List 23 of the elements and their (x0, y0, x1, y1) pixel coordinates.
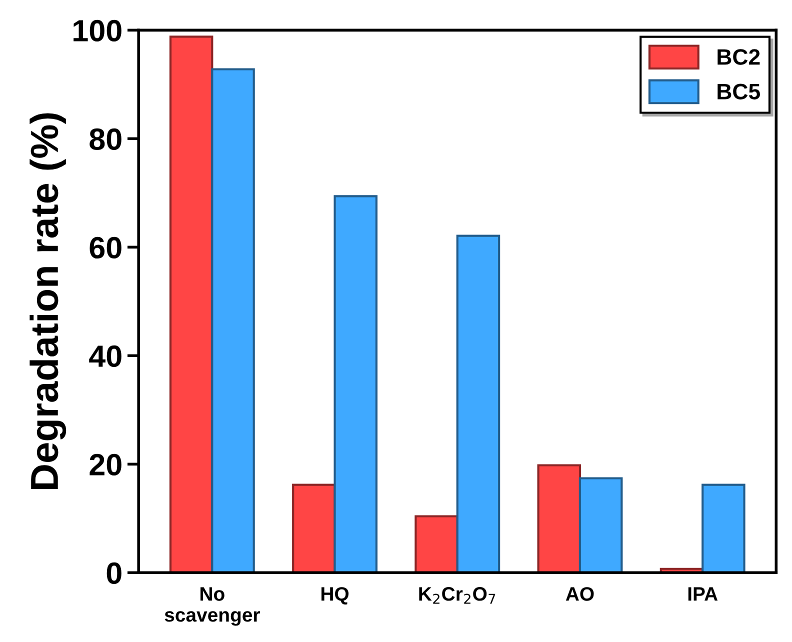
y-tick-label: 40 (89, 345, 122, 368)
bar (211, 68, 255, 573)
bar (456, 234, 500, 573)
y-tick-label: 80 (90, 128, 122, 150)
x-tick-label: HQ (321, 587, 349, 604)
bar (334, 195, 378, 573)
y-tick-label: 0 (106, 562, 122, 584)
y-tick-label: 100 (74, 20, 122, 42)
y-tick-label: 20 (90, 454, 122, 476)
y-axis-title: Degradation rate (%) (30, 113, 66, 489)
legend-label: BC5 (718, 84, 760, 100)
bar (292, 484, 336, 573)
x-tick-label: K$_{2}$Cr$_{2}$O$_{7}$ (419, 587, 496, 604)
bar (578, 477, 623, 573)
bar (702, 484, 746, 573)
x-tick-label: No scavenger (164, 587, 260, 626)
bar (537, 464, 582, 573)
legend-label: BC2 (718, 49, 760, 65)
bar (169, 36, 214, 573)
y-tick-label: 60 (90, 236, 122, 259)
bar (414, 515, 458, 573)
x-tick-label: IPA (688, 587, 718, 601)
x-tick-label: AO (566, 587, 594, 601)
